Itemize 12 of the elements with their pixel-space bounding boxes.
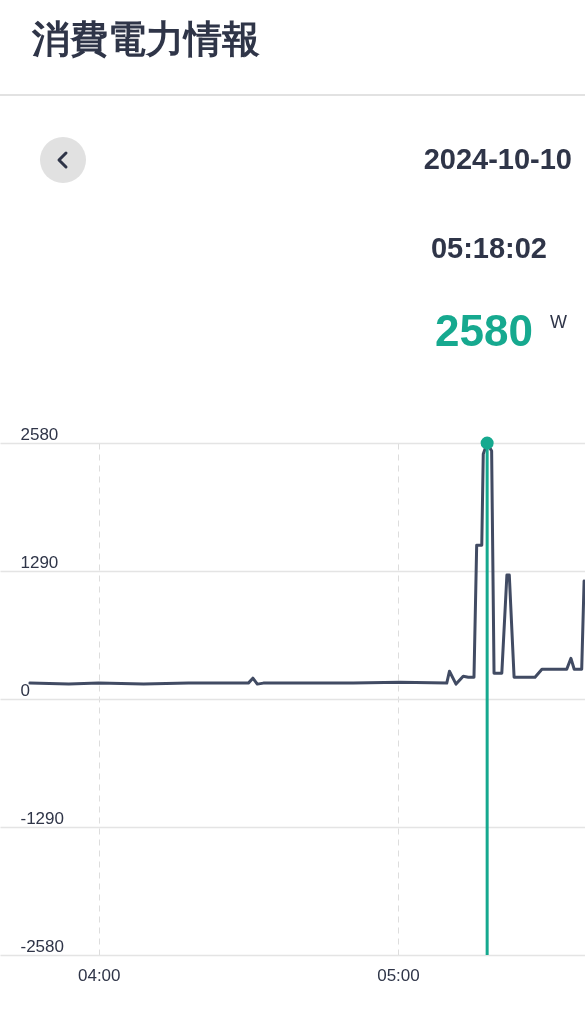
text: 2580 [435, 306, 533, 356]
y-tick-label: 1290 [20, 552, 59, 572]
y-tick-label: 2580 [20, 424, 59, 444]
y-tick-label: -2580 [20, 936, 64, 956]
x-tick-label: 04:00 [77, 965, 121, 985]
text: 05:18:02 [430, 232, 547, 265]
text: 2024-10-10 [423, 143, 572, 176]
text: W [550, 312, 567, 333]
y-tick-label: 0 [20, 680, 30, 700]
chart-title: 消費電力情報 [32, 16, 260, 63]
x-tick-label: 05:00 [377, 965, 420, 985]
y-tick-label: -1290 [20, 808, 64, 828]
